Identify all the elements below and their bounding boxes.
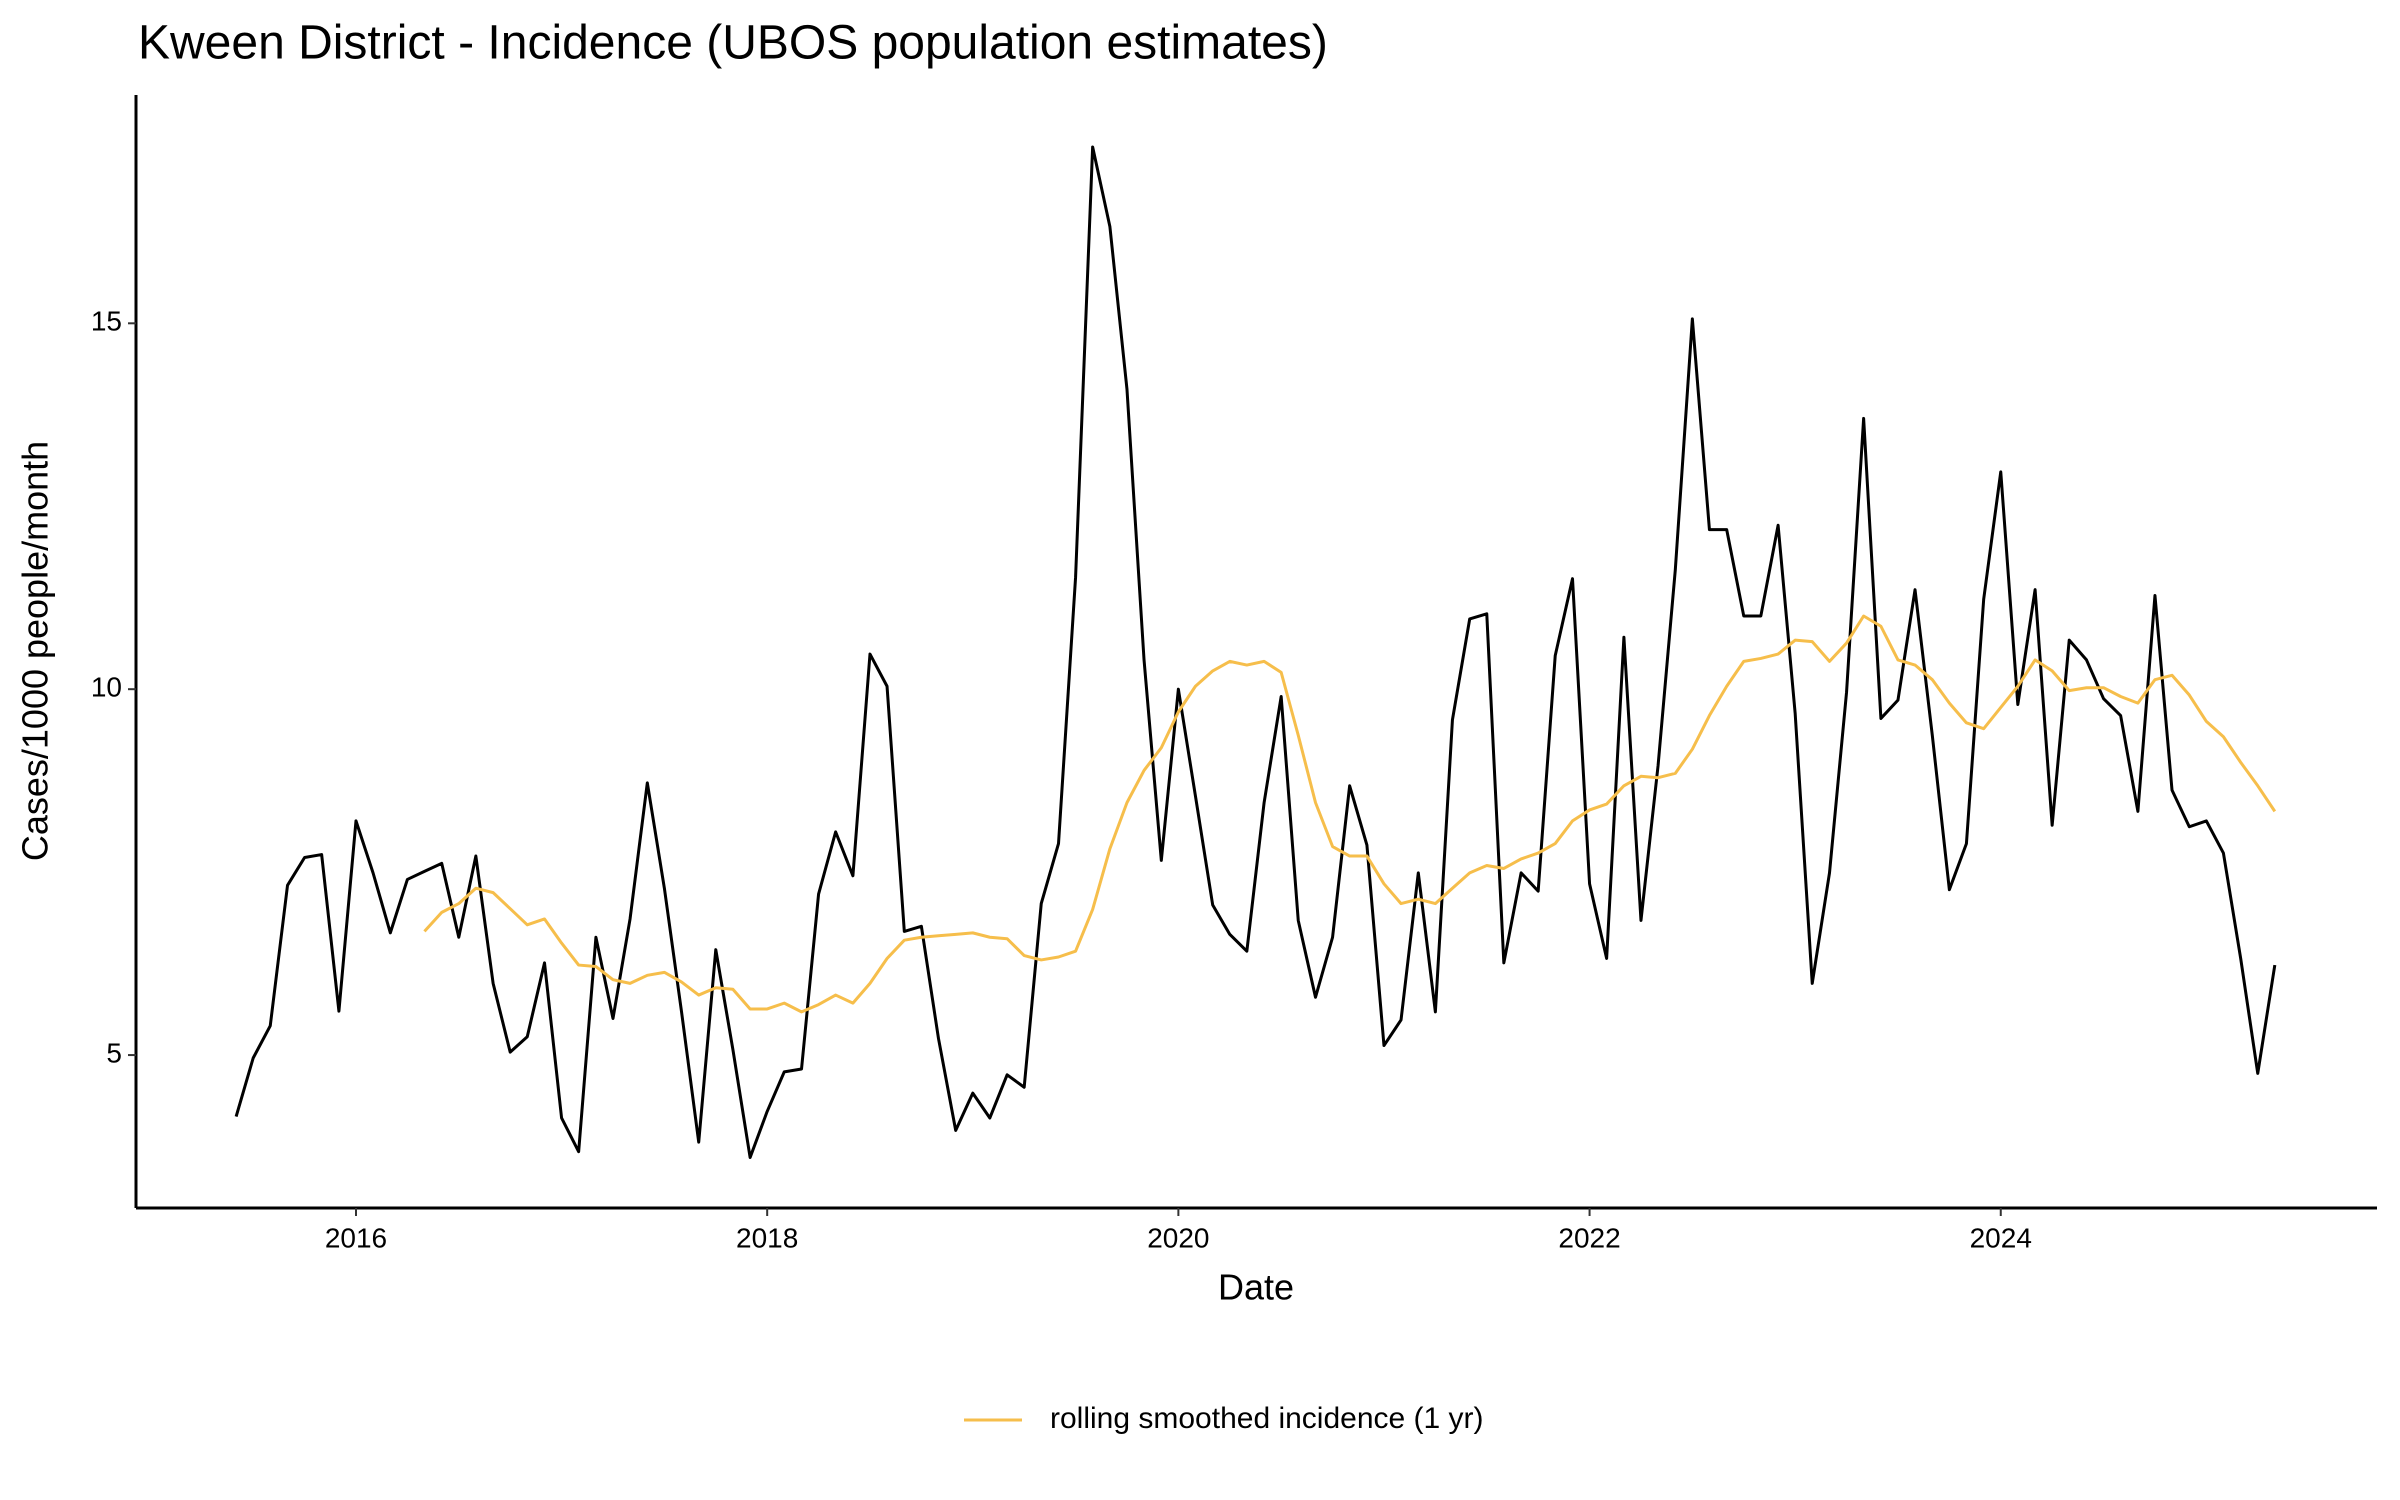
chart-title: Kween District - Incidence (UBOS populat… — [138, 17, 1328, 70]
series-line — [423, 614, 2277, 1014]
x-tick-label: 2022 — [1558, 1222, 1620, 1253]
x-tick-label: 2018 — [736, 1222, 798, 1253]
x-axis-title: Date — [1218, 1267, 1294, 1308]
y-axis-title: Cases/1000 people/month — [15, 441, 56, 861]
y-tick-label: 5 — [106, 1037, 122, 1068]
x-tick-label: 2024 — [1970, 1222, 2032, 1253]
legend-label: rolling smoothed incidence (1 yr) — [1050, 1402, 1484, 1435]
y-tick-label: 10 — [91, 672, 122, 703]
series-line — [234, 145, 2277, 1160]
x-tick-label: 2016 — [325, 1222, 387, 1253]
x-tick-label: 2020 — [1147, 1222, 1209, 1253]
y-tick-label: 15 — [91, 306, 122, 337]
